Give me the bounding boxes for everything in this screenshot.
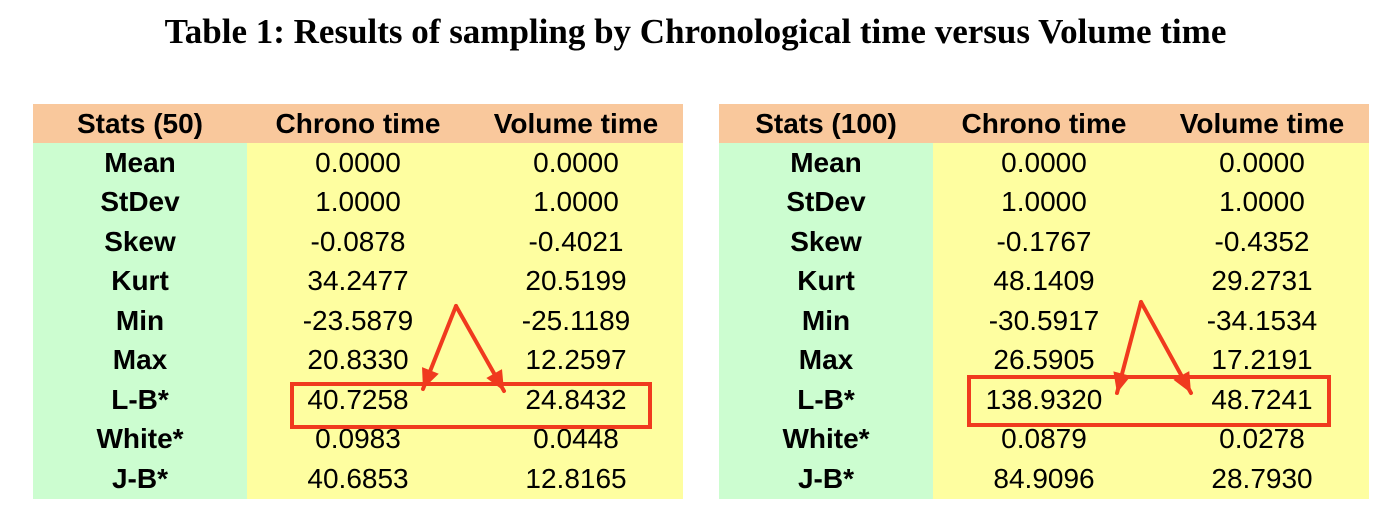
header-row: Stats (100) Chrono time Volume time: [719, 104, 1369, 143]
header-stats: Stats (100): [719, 104, 933, 143]
row-label: Mean: [33, 143, 247, 183]
table-row: Skew -0.1767 -0.4352: [719, 222, 1369, 262]
header-row: Stats (50) Chrono time Volume time: [33, 104, 683, 143]
table-body: Mean 0.0000 0.0000 StDev 1.0000 1.0000 Skew -0.…: [33, 143, 683, 499]
row-label: White*: [33, 419, 247, 459]
table-row: StDev 1.0000 1.0000: [719, 182, 1369, 222]
table-row: Min -30.5917 -34.1534: [719, 301, 1369, 341]
header-stats: Stats (50): [33, 104, 247, 143]
chrono-value: 138.9320: [933, 380, 1155, 420]
row-label: Max: [33, 340, 247, 380]
chrono-value: 1.0000: [247, 182, 469, 222]
volume-value: 28.7930: [1155, 459, 1369, 499]
table-body: Mean 0.0000 0.0000 StDev 1.0000 1.0000 Skew -0.…: [719, 143, 1369, 499]
chrono-value: 40.7258: [247, 380, 469, 420]
table-row: Min -23.5879 -25.1189: [33, 301, 683, 341]
table-row: White* 0.0879 0.0278: [719, 419, 1369, 459]
row-label: Max: [719, 340, 933, 380]
table-row: Kurt 34.2477 20.5199: [33, 261, 683, 301]
chrono-value: 0.0983: [247, 419, 469, 459]
table-row: White* 0.0983 0.0448: [33, 419, 683, 459]
row-label: J-B*: [33, 459, 247, 499]
chrono-value: -0.0878: [247, 222, 469, 262]
chrono-value: 0.0000: [247, 143, 469, 183]
header-volume: Volume time: [1155, 104, 1369, 143]
volume-value: 1.0000: [469, 182, 683, 222]
header-volume: Volume time: [469, 104, 683, 143]
chrono-value: 0.0000: [933, 143, 1155, 183]
volume-value: -25.1189: [469, 301, 683, 341]
table-row: L-B* 40.7258 24.8432: [33, 380, 683, 420]
row-label: Kurt: [33, 261, 247, 301]
row-label: White*: [719, 419, 933, 459]
row-label: Kurt: [719, 261, 933, 301]
row-label: Min: [33, 301, 247, 341]
chrono-value: 0.0879: [933, 419, 1155, 459]
table-row: L-B* 138.9320 48.7241: [719, 380, 1369, 420]
row-label: J-B*: [719, 459, 933, 499]
volume-value: 12.2597: [469, 340, 683, 380]
row-label: Min: [719, 301, 933, 341]
header-chrono: Chrono time: [247, 104, 469, 143]
chrono-value: 26.5905: [933, 340, 1155, 380]
volume-value: 20.5199: [469, 261, 683, 301]
stats-table-50: Stats (50) Chrono time Volume time Mean 0…: [33, 104, 683, 499]
volume-value: 29.2731: [1155, 261, 1369, 301]
row-label: Mean: [719, 143, 933, 183]
row-label: StDev: [33, 182, 247, 222]
row-label: StDev: [719, 182, 933, 222]
row-label: Skew: [719, 222, 933, 262]
volume-value: 48.7241: [1155, 380, 1369, 420]
volume-value: 12.8165: [469, 459, 683, 499]
row-label: L-B*: [33, 380, 247, 420]
volume-value: 1.0000: [1155, 182, 1369, 222]
volume-value: 0.0000: [1155, 143, 1369, 183]
volume-value: 17.2191: [1155, 340, 1369, 380]
volume-value: 0.0000: [469, 143, 683, 183]
table-row: J-B* 40.6853 12.8165: [33, 459, 683, 499]
table-row: Mean 0.0000 0.0000: [719, 143, 1369, 183]
chrono-value: 20.8330: [247, 340, 469, 380]
table-row: Mean 0.0000 0.0000: [33, 143, 683, 183]
row-label: L-B*: [719, 380, 933, 420]
table-title: Table 1: Results of sampling by Chronolo…: [164, 12, 1227, 51]
chrono-value: -30.5917: [933, 301, 1155, 341]
volume-value: -0.4352: [1155, 222, 1369, 262]
chrono-value: 84.9096: [933, 459, 1155, 499]
chrono-value: -0.1767: [933, 222, 1155, 262]
table-row: Max 26.5905 17.2191: [719, 340, 1369, 380]
chrono-value: -23.5879: [247, 301, 469, 341]
table-row: J-B* 84.9096 28.7930: [719, 459, 1369, 499]
row-label: Skew: [33, 222, 247, 262]
stats-table-100: Stats (100) Chrono time Volume time Mean…: [719, 104, 1369, 499]
table-row: StDev 1.0000 1.0000: [33, 182, 683, 222]
table-row: Max 20.8330 12.2597: [33, 340, 683, 380]
chrono-value: 40.6853: [247, 459, 469, 499]
header-chrono: Chrono time: [933, 104, 1155, 143]
volume-value: 0.0278: [1155, 419, 1369, 459]
chrono-value: 48.1409: [933, 261, 1155, 301]
volume-value: 24.8432: [469, 380, 683, 420]
volume-value: -34.1534: [1155, 301, 1369, 341]
chrono-value: 34.2477: [247, 261, 469, 301]
table-row: Kurt 48.1409 29.2731: [719, 261, 1369, 301]
volume-value: 0.0448: [469, 419, 683, 459]
volume-value: -0.4021: [469, 222, 683, 262]
chrono-value: 1.0000: [933, 182, 1155, 222]
table-row: Skew -0.0878 -0.4021: [33, 222, 683, 262]
